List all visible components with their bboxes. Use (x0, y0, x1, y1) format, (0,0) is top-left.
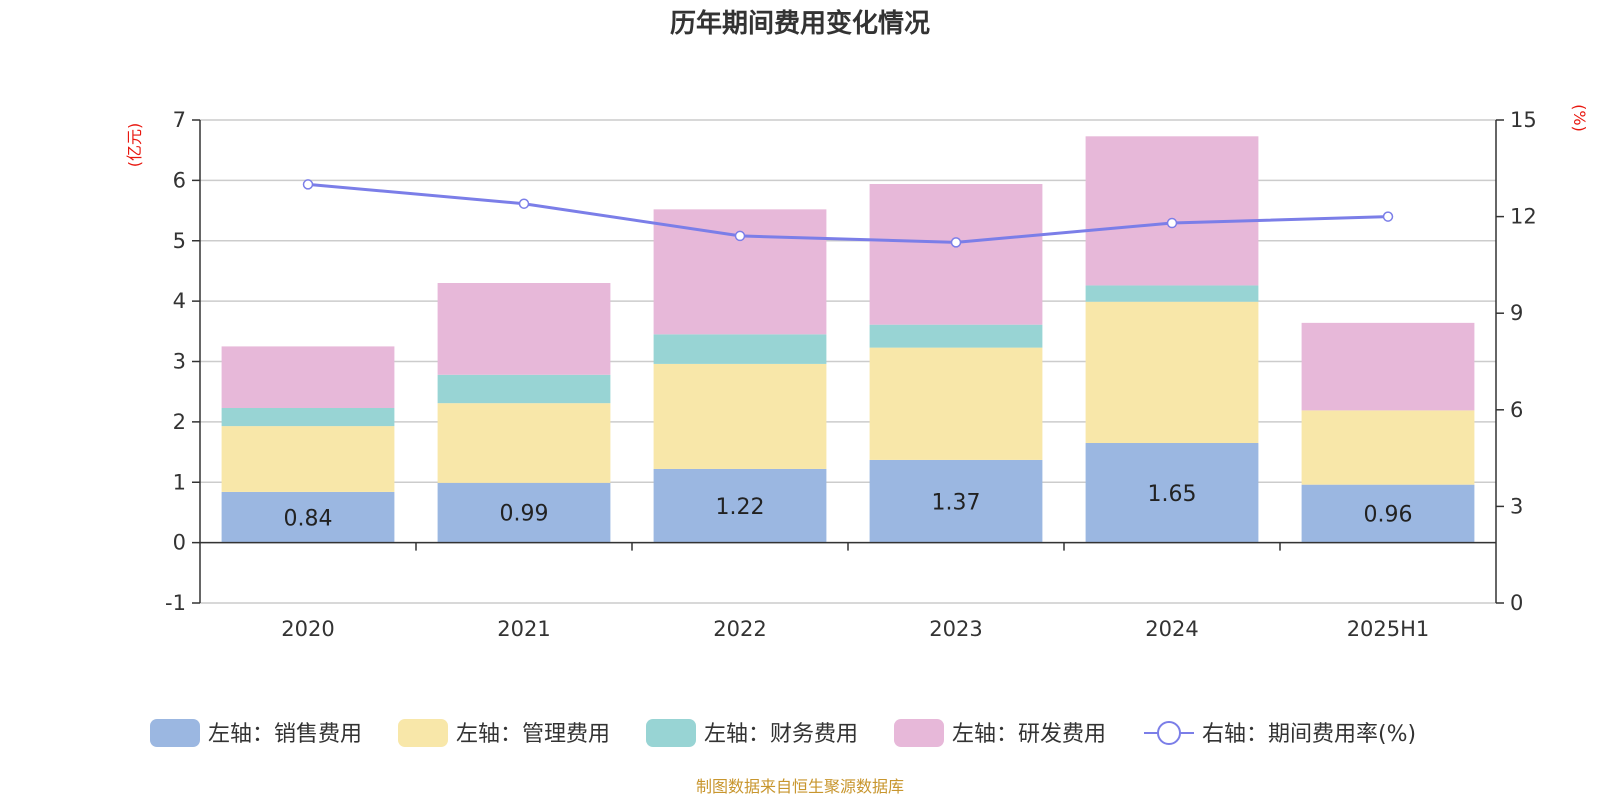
legend-marker (1157, 721, 1181, 745)
left-axis-unit: (亿元) (125, 123, 144, 168)
legend-label: 左轴：研发费用 (952, 722, 1106, 747)
legend-label: 左轴：财务费用 (704, 722, 858, 747)
bar-value-label: 1.22 (716, 495, 765, 520)
rate-line (302, 179, 1394, 248)
bar-segment (653, 363, 827, 469)
legend-swatch (398, 719, 448, 747)
left-tick-label: 7 (173, 108, 186, 132)
bar-segment (869, 347, 1043, 460)
rate-point (1382, 211, 1394, 222)
right-axis-unit: (%) (1570, 104, 1589, 132)
bar-segment (1085, 301, 1259, 444)
bar-segment (437, 403, 611, 483)
bar-segment (437, 482, 611, 543)
right-tick-label: 12 (1510, 205, 1537, 229)
bar-segment (1085, 285, 1259, 302)
left-tick-label: 5 (173, 229, 186, 253)
right-tick-label: 15 (1510, 108, 1537, 132)
legend: 左轴：销售费用 左轴：管理费用 左轴：财务费用 左轴：研发费用 右轴：期间费用率(%) (150, 719, 1416, 747)
bar-segment (221, 426, 395, 492)
bar-segment (1301, 484, 1475, 543)
bar-segment (869, 459, 1043, 543)
x-tick-label: 2020 (281, 617, 334, 641)
bar-value-label: 0.84 (284, 506, 333, 531)
right-tick-label: 3 (1510, 494, 1523, 518)
x-tick-label: 2022 (713, 617, 766, 641)
bar-segment (653, 334, 827, 364)
bar-segment (653, 468, 827, 543)
left-tick-label: -1 (165, 591, 186, 615)
chart-title: 历年期间费用变化情况 (670, 8, 930, 39)
left-tick-label: 0 (173, 531, 186, 555)
left-tick-label: 3 (173, 350, 186, 374)
bar-segment (437, 283, 611, 375)
right-tick-label: 9 (1510, 301, 1523, 325)
rate-point (734, 230, 746, 242)
bar-segment (653, 209, 827, 335)
bar-labels: 0.84 0.99 1.22 1.37 1.65 0.96 (284, 482, 1413, 531)
rate-point (518, 198, 530, 209)
bar-segment (221, 491, 395, 543)
legend-swatch (894, 719, 944, 747)
left-tick-label: 4 (173, 289, 186, 313)
rate-point (950, 237, 962, 248)
bar-value-label: 1.37 (932, 490, 981, 515)
rate-point (1166, 217, 1178, 229)
bar-segment (1301, 410, 1475, 485)
bar-value-label: 0.99 (500, 502, 549, 527)
bar-segment (869, 183, 1043, 325)
bar-segment (221, 407, 395, 427)
left-tick-label: 1 (173, 470, 186, 494)
rate-point (302, 179, 314, 190)
legend-swatch (150, 719, 200, 747)
right-tick-label: 6 (1510, 398, 1523, 422)
x-tick-label: 2021 (497, 617, 550, 641)
bars (221, 136, 1475, 543)
right-tick-label: 0 (1510, 591, 1523, 615)
bar-segment (221, 346, 395, 408)
bar-value-label: 0.96 (1364, 503, 1413, 528)
legend-label: 右轴：期间费用率(%) (1202, 722, 1416, 747)
legend-swatch (646, 719, 696, 747)
bar-segment (869, 324, 1043, 348)
bar-value-label: 1.65 (1148, 482, 1197, 507)
x-tick-label: 2023 (929, 617, 982, 641)
legend-label: 左轴：销售费用 (208, 722, 362, 747)
x-tick-label: 2024 (1145, 617, 1198, 641)
bar-segment (1085, 443, 1259, 543)
left-tick-label: 2 (173, 410, 186, 434)
left-tick-label: 6 (173, 168, 186, 192)
rate-line-path (307, 182, 1389, 244)
bar-segment (1085, 136, 1259, 286)
x-tick-label: 2025H1 (1347, 617, 1430, 641)
data-source-note: 制图数据来自恒生聚源数据库 (696, 777, 904, 796)
legend-label: 左轴：管理费用 (456, 722, 610, 747)
bar-segment (437, 374, 611, 404)
bar-segment (1301, 322, 1475, 411)
